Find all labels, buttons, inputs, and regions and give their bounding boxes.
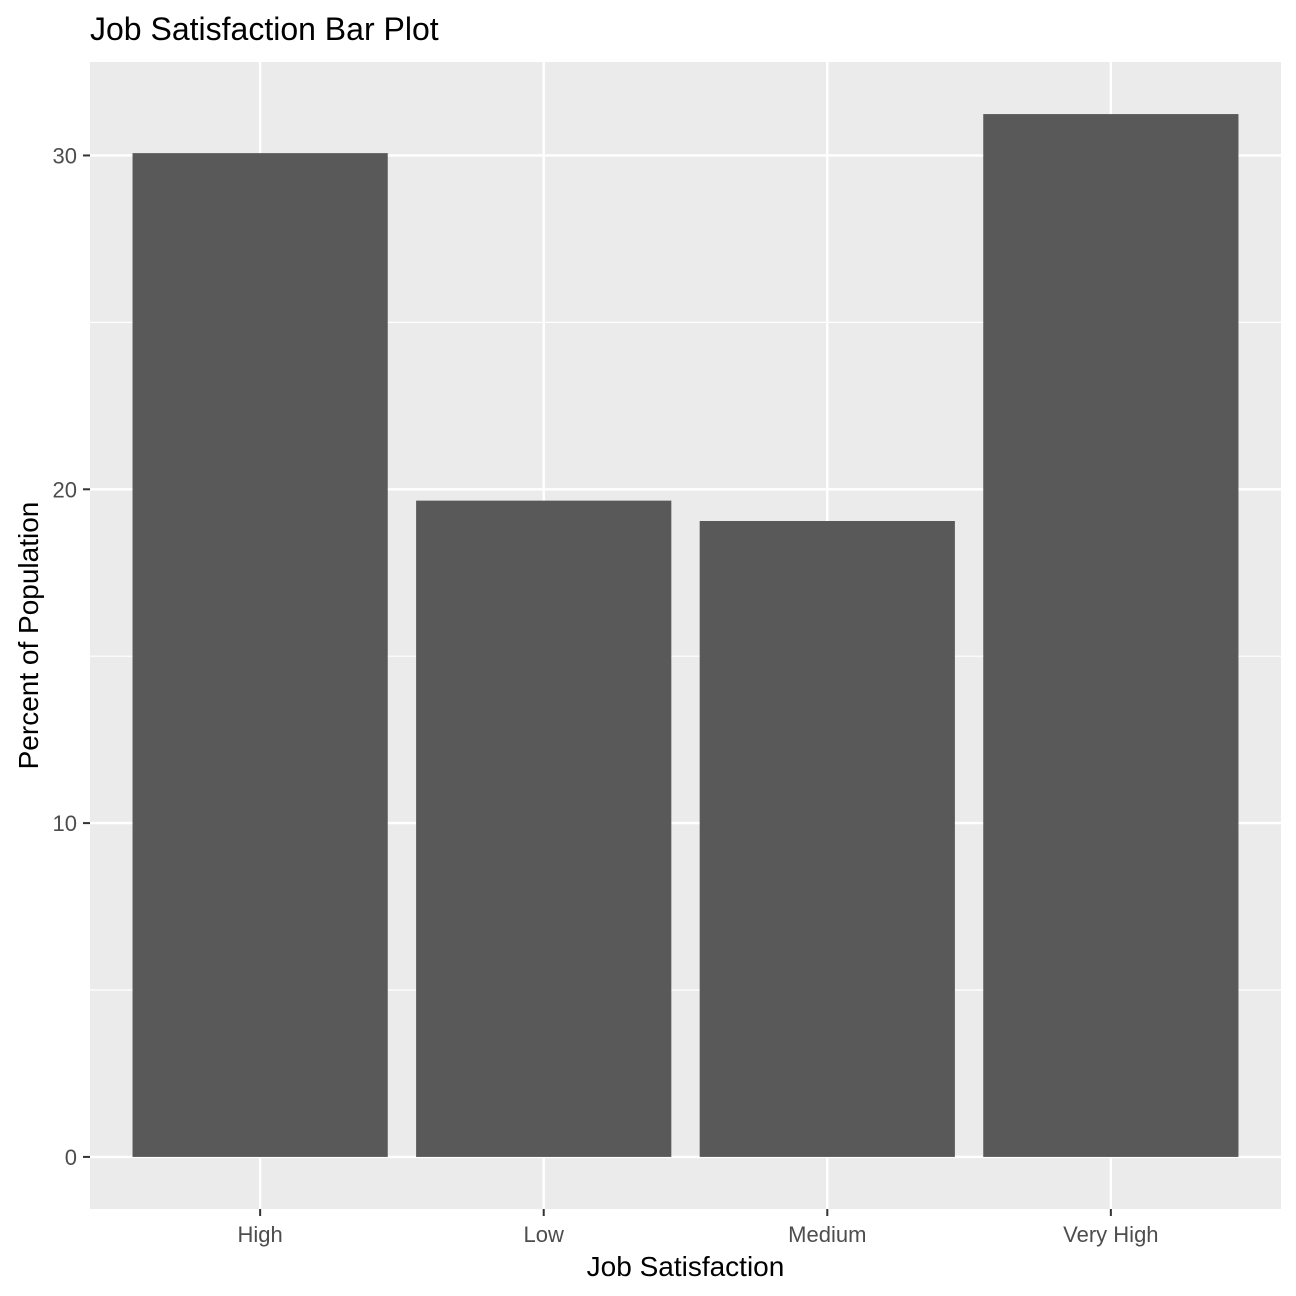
x-tick-label: Medium	[788, 1222, 866, 1247]
bar-medium	[699, 521, 955, 1157]
y-axis: 0 10 20 30	[53, 143, 90, 1170]
bar-very-high	[983, 114, 1239, 1157]
x-tick-label: High	[238, 1222, 283, 1247]
bar-high	[132, 153, 388, 1157]
y-tick-label: 30	[53, 143, 77, 168]
y-tick-label: 0	[65, 1145, 77, 1170]
chart-title: Job Satisfaction Bar Plot	[90, 11, 439, 47]
y-tick-label: 20	[53, 477, 77, 502]
x-axis: High Low Medium Very High	[238, 1209, 1159, 1247]
x-tick-label: Very High	[1063, 1222, 1158, 1247]
x-axis-title: Job Satisfaction	[587, 1251, 785, 1282]
bar-low	[416, 500, 672, 1157]
y-tick-label: 10	[53, 811, 77, 836]
x-tick-label: Low	[524, 1222, 564, 1247]
bars	[132, 114, 1239, 1157]
y-axis-title: Percent of Population	[13, 502, 44, 770]
